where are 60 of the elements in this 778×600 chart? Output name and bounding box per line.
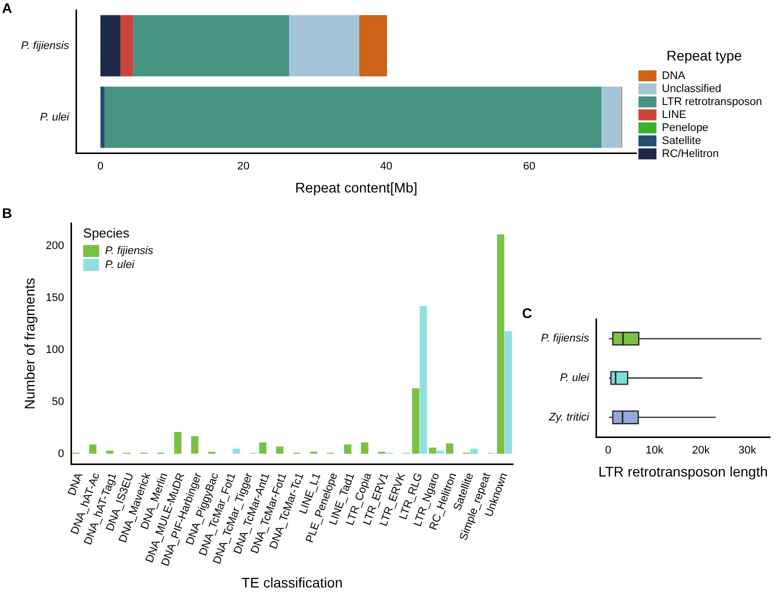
legend-label: LTR retrotransposon xyxy=(662,96,762,108)
bar xyxy=(429,448,436,454)
y-tick-label: P. ulei xyxy=(560,372,590,384)
legend-title: Repeat type xyxy=(666,47,742,64)
bar xyxy=(361,442,368,454)
bar xyxy=(470,448,478,454)
y-axis-title: Number of fragments xyxy=(21,278,38,410)
x-tick-label: 0 xyxy=(605,444,612,457)
bar xyxy=(601,86,622,148)
legend-title: Species xyxy=(83,226,130,241)
text: A xyxy=(2,0,12,16)
bar xyxy=(232,448,240,454)
bar xyxy=(174,432,182,454)
legend-label: Satellite xyxy=(662,134,702,147)
bar xyxy=(133,15,290,76)
legend-label: P. fijiensis xyxy=(105,245,154,258)
y-tick-label: P. fijiensis xyxy=(540,332,590,345)
legend-label: RC/Helitron xyxy=(662,148,719,160)
x-tick-label: 10k xyxy=(646,444,664,457)
bar xyxy=(104,86,602,148)
bar xyxy=(289,15,360,76)
text: B xyxy=(2,204,12,221)
bar xyxy=(120,15,134,76)
bar xyxy=(276,446,284,454)
bar xyxy=(100,86,105,148)
bar xyxy=(436,450,444,454)
y-tick-label: 50 xyxy=(52,396,64,408)
bar xyxy=(420,306,427,454)
bar xyxy=(191,436,198,454)
bar xyxy=(497,234,504,454)
legend-label: LINE xyxy=(662,108,686,121)
bar xyxy=(504,331,512,454)
x-axis-title: LTR retrotransposon length xyxy=(598,463,768,480)
y-tick-label: 200 xyxy=(46,240,64,252)
y-tick-label: P. fijiensis xyxy=(20,40,70,52)
text: C xyxy=(522,304,532,321)
y-tick-label: P. ulei xyxy=(40,111,70,124)
bar xyxy=(446,443,454,454)
bar xyxy=(359,15,387,76)
legend-label: Penelope xyxy=(662,122,708,134)
legend-label: Unclassified xyxy=(662,82,722,95)
bar xyxy=(106,450,114,454)
x-tick-label: 20 xyxy=(237,160,250,173)
bar xyxy=(89,444,96,454)
x-tick-label: 30k xyxy=(738,444,757,457)
legend-label: P. ulei xyxy=(105,259,135,272)
legend-label: DNA xyxy=(662,70,686,82)
x-tick-label: 20k xyxy=(692,444,710,457)
x-axis-title: TE classification xyxy=(241,574,343,590)
x-tick-label: 40 xyxy=(380,160,392,173)
bar xyxy=(412,388,420,454)
x-axis-title: Repeat content[Mb] xyxy=(295,179,418,196)
y-tick-label: Zy. tritici xyxy=(548,411,590,424)
bar xyxy=(259,442,266,454)
x-tick-label: 0 xyxy=(97,160,104,173)
bar xyxy=(100,15,120,76)
y-tick-label: 100 xyxy=(46,344,64,356)
x-tick-label: 60 xyxy=(523,160,536,173)
bar xyxy=(344,444,352,454)
y-tick-label: 150 xyxy=(46,292,64,304)
